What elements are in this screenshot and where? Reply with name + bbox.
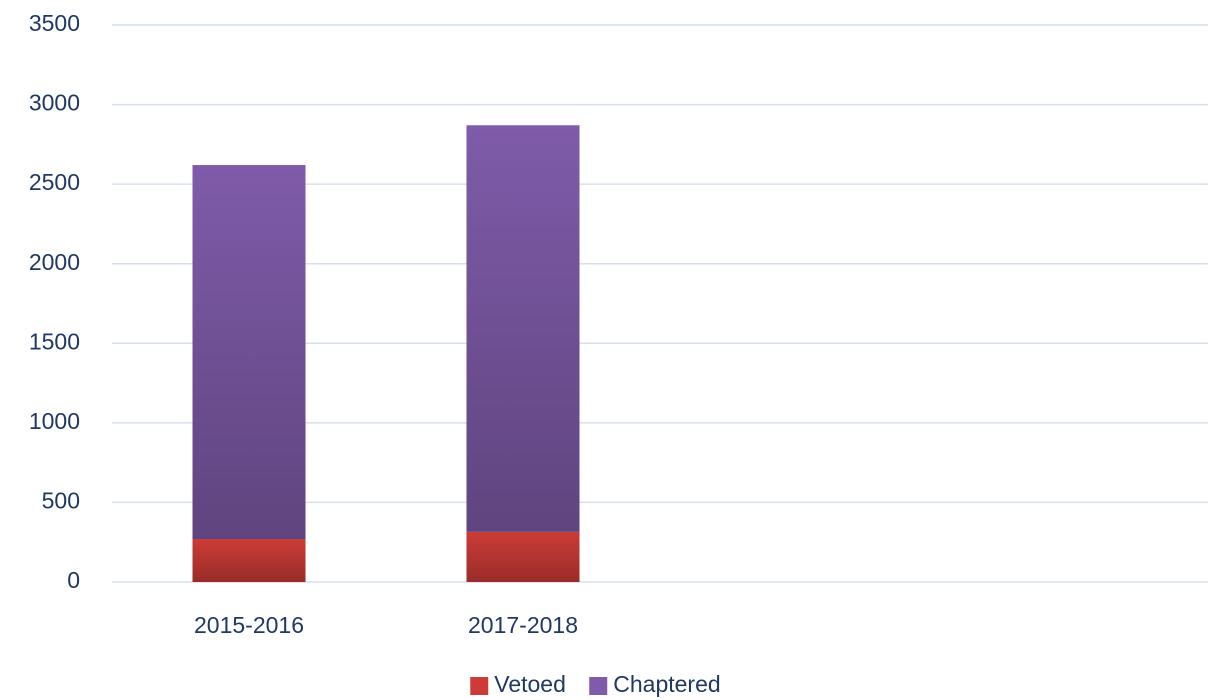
y-tick-label: 0 bbox=[67, 567, 80, 593]
y-tick-label: 500 bbox=[42, 488, 80, 514]
bar-shade bbox=[192, 165, 306, 540]
y-tick-label: 3500 bbox=[29, 10, 80, 36]
y-tick-label: 1000 bbox=[29, 408, 80, 434]
legend-label: Chaptered bbox=[613, 671, 720, 697]
bar-shade bbox=[192, 539, 306, 582]
bar-shade bbox=[466, 125, 580, 532]
y-tick-label: 3000 bbox=[29, 90, 80, 116]
y-tick-label: 2000 bbox=[29, 249, 80, 275]
y-tick-label: 1500 bbox=[29, 328, 80, 354]
legend-swatch bbox=[470, 677, 489, 695]
legend-label: Vetoed bbox=[494, 671, 566, 697]
legend-swatch bbox=[589, 677, 608, 695]
x-tick-label: 2017-2018 bbox=[468, 612, 578, 638]
bar-shade bbox=[466, 531, 580, 582]
y-tick-label: 2500 bbox=[29, 169, 80, 195]
x-tick-label: 2015-2016 bbox=[194, 612, 304, 638]
